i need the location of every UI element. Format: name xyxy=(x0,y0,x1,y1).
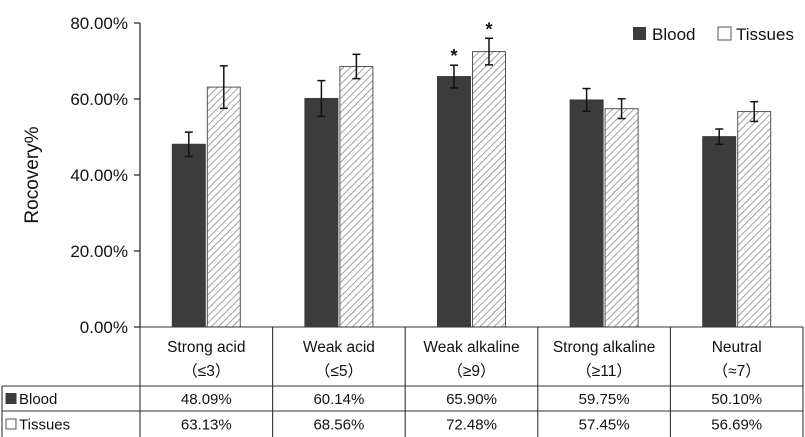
category-sublabel: （≤3） xyxy=(182,363,230,380)
bar-blood xyxy=(437,76,471,328)
bar-blood xyxy=(304,97,339,328)
category-sublabel: （≈7） xyxy=(713,363,761,380)
data-label: 50.10% xyxy=(711,391,762,408)
legend-label-blood: Blood xyxy=(652,25,695,44)
y-tick-label: 40.00% xyxy=(70,166,128,185)
row-header-tissues: Tissues xyxy=(19,417,70,434)
data-label: 60.14% xyxy=(313,391,364,408)
bar-tissues xyxy=(206,86,241,328)
row-swatch-tissues xyxy=(5,418,17,430)
category-label: Weak alkaline xyxy=(423,339,519,356)
data-label: 59.75% xyxy=(579,391,630,408)
data-label: 63.13% xyxy=(181,417,232,434)
bar-tissues xyxy=(604,108,639,328)
row-swatch-blood xyxy=(5,393,17,404)
data-label: 57.45% xyxy=(579,417,630,434)
bar-blood xyxy=(569,99,604,328)
significance-mark: * xyxy=(450,46,457,66)
y-tick-label: 80.00% xyxy=(70,14,128,33)
y-axis-title: Rocovery% xyxy=(22,126,43,223)
category-sublabel: （≤5） xyxy=(315,363,363,380)
category-label: Strong alkaline xyxy=(553,339,656,356)
bar-blood xyxy=(702,136,737,328)
legend-swatch-blood xyxy=(633,27,646,40)
significance-mark: * xyxy=(485,19,492,39)
category-sublabel: （≥9） xyxy=(447,363,495,380)
data-label: 68.56% xyxy=(313,417,364,434)
data-label: 48.09% xyxy=(181,391,232,408)
data-label: 72.48% xyxy=(446,417,497,434)
y-tick-label: 20.00% xyxy=(70,242,128,261)
bar-tissues xyxy=(737,111,772,328)
category-label: Weak acid xyxy=(303,339,375,356)
data-label: 56.69% xyxy=(711,417,762,434)
row-header-blood: Blood xyxy=(19,391,57,408)
bar-tissues xyxy=(472,51,506,328)
legend-label-tissues: Tissues xyxy=(736,25,794,44)
category-sublabel: （≥11） xyxy=(576,363,632,380)
y-tick-label: 0.00% xyxy=(80,318,128,337)
category-label: Neutral xyxy=(712,339,762,356)
bar-blood xyxy=(171,143,206,328)
category-label: Strong acid xyxy=(167,339,245,356)
legend-swatch-tissues xyxy=(717,26,732,41)
bar-tissues xyxy=(339,65,374,328)
data-label: 65.90% xyxy=(446,391,497,408)
y-tick-label: 60.00% xyxy=(70,90,128,109)
